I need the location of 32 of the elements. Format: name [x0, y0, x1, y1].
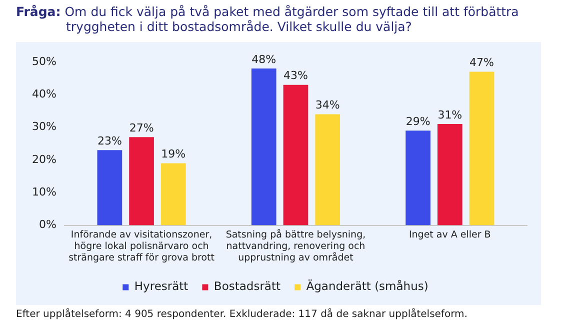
y-tick-label: 20% — [32, 152, 56, 166]
data-label: 27% — [129, 121, 154, 134]
bar — [160, 163, 186, 226]
data-label: 48% — [252, 52, 276, 66]
legend-label: Hyresrätt — [134, 279, 189, 294]
legend-label: Bostadsrätt — [214, 279, 281, 294]
bar — [315, 114, 340, 226]
x-tick-label: Införande av visitationszoner, högre lokal polisnärvaro och strängare straff för grova brott — [68, 229, 215, 264]
bar — [469, 72, 494, 226]
bar — [251, 68, 276, 226]
legend-label: Äganderätt (småhus) — [306, 279, 428, 294]
data-label: 43% — [284, 69, 308, 82]
data-label: 34% — [315, 98, 340, 112]
data-label: 47% — [470, 56, 494, 70]
chart-title: Fråga: Om du fick välja på två paket med åtgärder som syftade till att förbättra tryggheten i ditt bostadsområde. Vilket skulle du välja? — [16, 4, 520, 34]
data-label: 23% — [97, 134, 122, 148]
bar — [97, 150, 122, 226]
y-tick-label: 40% — [32, 88, 56, 101]
y-tick-label: 10% — [32, 186, 56, 198]
bar — [406, 130, 430, 226]
data-label: 31% — [438, 108, 462, 122]
data-label: 29% — [406, 114, 430, 128]
bar — [437, 124, 462, 226]
bar — [283, 84, 308, 226]
x-tick-label: Inget av A eller B — [408, 229, 491, 240]
bar — [129, 137, 154, 226]
x-tick-label: Satsning på bättre belysning, nattvandring, renovering och upprustning av området — [226, 228, 366, 264]
y-tick-label: 0% — [38, 218, 56, 232]
y-tick-label: 30% — [32, 120, 56, 134]
text: Efter upplåtelseform: 4 905 respondenter. Exkluderade: 117 då de saknar upplåtelseform. — [16, 309, 468, 320]
y-tick-label: 50% — [32, 54, 56, 68]
data-label: 19% — [161, 148, 186, 161]
